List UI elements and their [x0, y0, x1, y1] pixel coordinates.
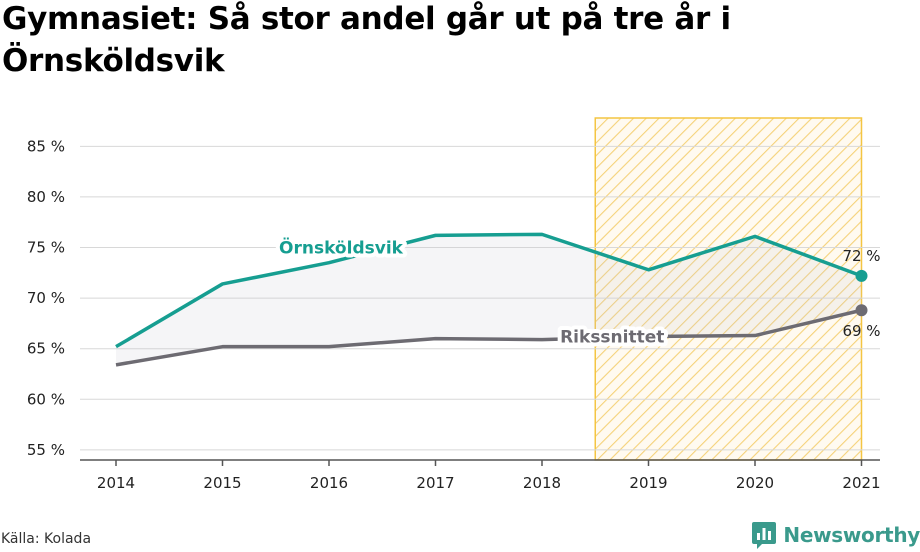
- y-tick-label: 75 %: [27, 239, 65, 257]
- chart-title: Gymnasiet: Så stor andel går ut på tre å…: [2, 1, 731, 79]
- x-tick-label: 2021: [842, 474, 880, 492]
- x-tick-label: 2019: [629, 474, 667, 492]
- series-name-label: Örnsköldsvik: [279, 237, 404, 259]
- series-end-marker: [855, 304, 868, 317]
- y-tick-label: 70 %: [27, 289, 65, 307]
- series-end-marker: [855, 269, 868, 282]
- x-tick-label: 2018: [523, 474, 561, 492]
- end-value-label: 72 %: [842, 247, 880, 265]
- x-tick-label: 2014: [97, 474, 135, 492]
- x-tick-label: 2017: [416, 474, 454, 492]
- source-note: Källa: Kolada: [1, 531, 92, 547]
- y-tick-label: 85 %: [27, 137, 65, 155]
- x-tick-label: 2016: [310, 474, 348, 492]
- series-line-0: [115, 232, 863, 349]
- y-tick-label: 60 %: [27, 390, 65, 408]
- end-value-label: 69 %: [842, 322, 880, 340]
- bar-chart-icon: [752, 522, 777, 549]
- series-line-1: [115, 308, 862, 367]
- series-name-label: Rikssnittet: [560, 328, 664, 348]
- x-tick-label: 2020: [736, 474, 774, 492]
- highlight-period: [594, 117, 863, 461]
- x-tick-label: 2015: [203, 474, 241, 492]
- difference-band: [116, 234, 862, 365]
- y-tick-label: 55 %: [27, 441, 65, 459]
- brand-logo: Newsworthy: [751, 520, 920, 550]
- y-tick-label: 80 %: [27, 188, 65, 206]
- brand-name: Newsworthy: [783, 523, 920, 547]
- y-tick-label: 65 %: [27, 340, 65, 358]
